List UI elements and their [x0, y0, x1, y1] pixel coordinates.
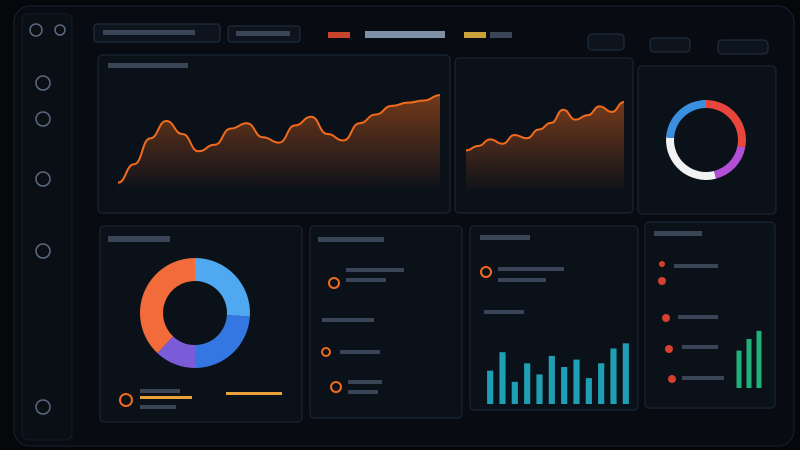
bar	[622, 343, 629, 404]
bar	[487, 370, 494, 404]
progress-bar	[226, 392, 282, 395]
bar	[598, 363, 605, 404]
line	[117, 94, 441, 184]
bar	[736, 350, 742, 388]
placeholder-text	[108, 236, 170, 242]
donut-slice	[706, 99, 746, 148]
bar	[548, 355, 555, 404]
donut-slice	[713, 145, 746, 179]
header-text	[365, 31, 445, 38]
donut-slice	[157, 336, 195, 368]
panel	[309, 225, 463, 419]
toolbar-button[interactable]	[717, 39, 769, 55]
line-fill	[118, 95, 440, 188]
placeholder-text	[654, 231, 702, 236]
placeholder-text	[682, 345, 718, 349]
placeholder-text	[140, 405, 176, 409]
bar	[573, 359, 580, 404]
placeholder-text	[108, 63, 188, 68]
list-icon	[480, 266, 492, 278]
placeholder-text	[322, 318, 374, 322]
bar	[536, 374, 543, 404]
bar	[585, 378, 592, 404]
placeholder-text	[346, 278, 386, 282]
donut-slice	[666, 137, 716, 180]
placeholder-text	[140, 389, 180, 393]
bar	[561, 367, 568, 404]
placeholder-text	[480, 235, 530, 240]
bar	[610, 348, 617, 404]
placeholder-text	[236, 31, 290, 36]
bar	[746, 339, 752, 388]
status-indicator	[328, 32, 350, 38]
list-icon	[659, 261, 665, 267]
list-icon	[668, 375, 676, 383]
toolbar-button[interactable]	[587, 33, 625, 51]
panel	[637, 65, 777, 215]
placeholder-text	[674, 264, 718, 268]
list-icon	[658, 277, 666, 285]
panel	[99, 225, 303, 423]
placeholder-text	[340, 350, 380, 354]
bar	[524, 363, 531, 404]
bar	[756, 330, 762, 388]
status-indicator	[464, 32, 486, 38]
donut-slice	[195, 315, 250, 368]
placeholder-text	[318, 237, 384, 242]
list-icon	[119, 393, 133, 407]
donut-slice	[140, 258, 195, 354]
nav-icon[interactable]	[35, 399, 51, 415]
placeholder-text	[682, 376, 724, 380]
bar	[511, 381, 518, 404]
donut-slice	[666, 100, 706, 138]
nav-icon[interactable]	[35, 75, 51, 91]
list-icon	[328, 277, 340, 289]
panel	[469, 225, 639, 411]
bar	[499, 352, 506, 404]
placeholder-text	[498, 278, 546, 282]
placeholder-text	[678, 315, 718, 319]
placeholder-text	[484, 310, 524, 314]
placeholder-text	[103, 30, 195, 35]
placeholder-text	[346, 268, 404, 272]
donut-slice	[195, 258, 250, 317]
nav-icon[interactable]	[35, 171, 51, 187]
nav-icon[interactable]	[54, 24, 66, 36]
area-fill	[466, 102, 624, 190]
list-icon	[662, 314, 670, 322]
nav-icon[interactable]	[29, 23, 43, 37]
list-icon	[330, 381, 342, 393]
nav-icon[interactable]	[35, 243, 51, 259]
list-icon	[321, 347, 331, 357]
nav-icon[interactable]	[35, 111, 51, 127]
sidebar	[21, 13, 73, 441]
placeholder-text	[348, 390, 378, 394]
placeholder-text	[498, 267, 564, 271]
placeholder-text	[490, 32, 512, 38]
placeholder-text	[348, 380, 382, 384]
toolbar-button[interactable]	[649, 37, 691, 53]
area-line	[465, 101, 625, 152]
progress-bar	[140, 396, 192, 399]
list-icon	[665, 345, 673, 353]
